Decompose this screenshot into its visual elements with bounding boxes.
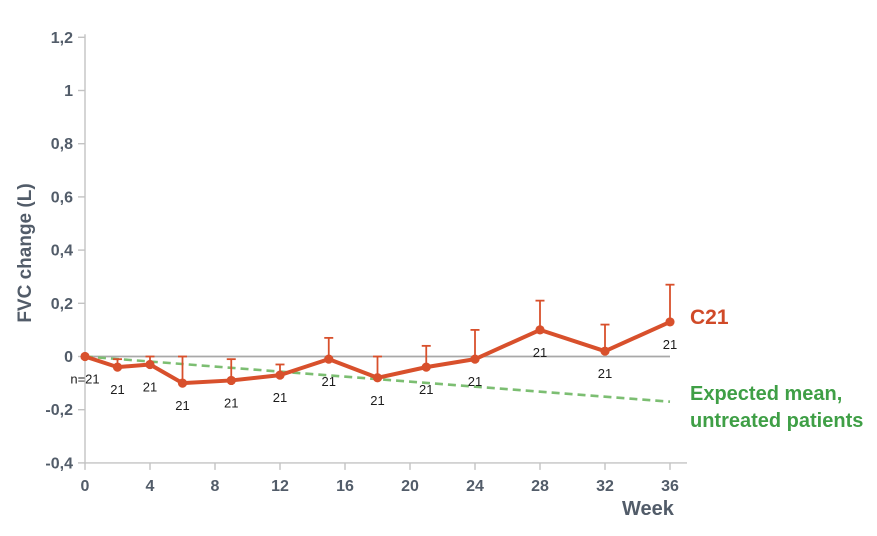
x-tick-label: 16 <box>336 478 354 495</box>
y-tick-label: 1 <box>64 83 73 100</box>
c21-data-point <box>80 351 90 362</box>
point-n-label: 21 <box>175 398 189 413</box>
y-tick-label: 0,8 <box>51 136 73 153</box>
c21-data-point <box>177 378 188 388</box>
c21-data-point <box>226 375 236 386</box>
point-n-label: 21 <box>273 390 287 405</box>
point-n-label: 21 <box>468 374 482 389</box>
y-tick-label: -0,4 <box>45 455 73 472</box>
x-tick-label: 32 <box>596 478 614 495</box>
x-axis-title: Week <box>622 498 674 520</box>
x-tick-label: 28 <box>531 478 549 495</box>
point-n-label: 21 <box>370 393 384 408</box>
c21-data-point <box>145 359 155 370</box>
x-tick-label: 20 <box>401 478 419 495</box>
c21-data-point <box>324 354 334 364</box>
point-n-label: 21 <box>533 345 547 360</box>
point-n-label: 21 <box>419 382 433 397</box>
y-tick-label: 0,6 <box>51 189 73 206</box>
x-tick-label: 24 <box>466 478 484 495</box>
c21-data-point <box>665 317 675 327</box>
c21-data-point <box>372 373 383 383</box>
x-tick-label: 12 <box>271 478 289 495</box>
c21-data-point <box>112 362 123 372</box>
y-axis-title: FVC change (L) <box>15 183 36 323</box>
y-tick-label: 0,2 <box>51 296 73 313</box>
series-c21-label: C21 <box>690 306 729 329</box>
x-tick-label: 4 <box>146 478 155 495</box>
x-tick-label: 8 <box>211 478 220 495</box>
x-tick-label: 0 <box>81 478 90 495</box>
c21-data-point <box>470 354 480 364</box>
y-tick-label: -0,2 <box>45 402 73 419</box>
c21-data-point <box>275 370 285 380</box>
point-n-label: 21 <box>322 374 336 389</box>
point-n-label: 21 <box>143 379 157 394</box>
expected-mean-label-line1: Expected mean, <box>690 383 843 405</box>
point-n-label: 21 <box>663 337 677 352</box>
y-tick-label: 0,4 <box>51 243 73 260</box>
y-tick-label: 0 <box>64 349 73 366</box>
c21-data-point <box>421 362 431 372</box>
point-n-label: n=21 <box>70 372 99 387</box>
expected-mean-label: Expected mean, untreated patients <box>690 381 863 435</box>
point-n-label: 21 <box>598 366 612 381</box>
x-tick-label: 36 <box>661 478 679 495</box>
c21-data-point <box>535 325 545 335</box>
point-n-label: 21 <box>110 382 124 397</box>
point-n-label: 21 <box>224 395 238 410</box>
y-tick-label: 1,2 <box>51 30 73 47</box>
c21-data-point <box>600 346 610 356</box>
expected-mean-label-line2: untreated patients <box>690 410 864 432</box>
